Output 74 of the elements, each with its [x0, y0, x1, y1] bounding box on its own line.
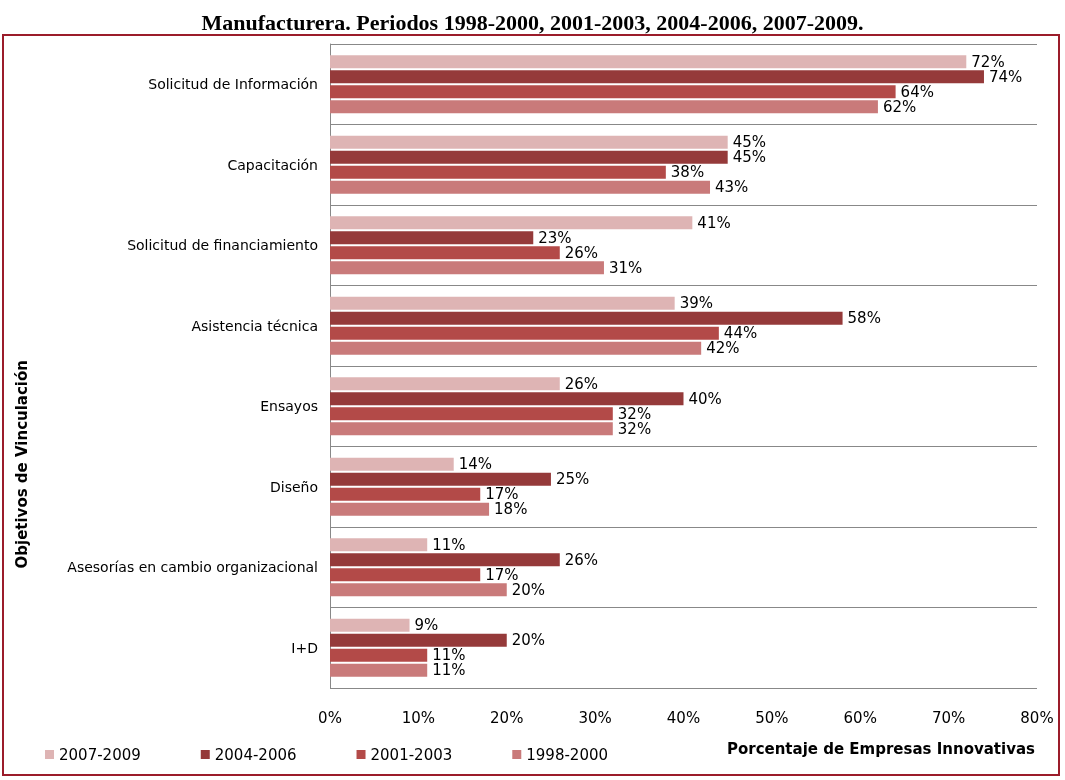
- bar: [330, 538, 428, 552]
- bar: [330, 100, 878, 114]
- x-tick-label: 50%: [755, 708, 789, 727]
- data-label: 14%: [458, 455, 493, 474]
- data-label: 25%: [555, 470, 590, 489]
- data-label: 18%: [494, 500, 528, 519]
- x-tick-label: 30%: [578, 708, 612, 727]
- bar: [330, 663, 428, 677]
- bar: [330, 633, 507, 647]
- x-tick-label: 60%: [843, 708, 877, 727]
- data-label: 45%: [732, 148, 767, 167]
- data-label: 42%: [706, 339, 740, 358]
- bar: [330, 246, 560, 260]
- legend-label: 2001-2003: [370, 745, 453, 764]
- bar: [330, 150, 728, 164]
- bar: [330, 216, 693, 230]
- bar: [330, 180, 711, 194]
- bar: [330, 377, 560, 391]
- bar: [330, 407, 613, 421]
- bar: [330, 296, 675, 310]
- y-tick-label: Asistencia técnica: [191, 317, 318, 334]
- bar: [330, 553, 560, 567]
- data-label: 11%: [432, 661, 466, 680]
- bar: [330, 326, 719, 340]
- y-axis-title: Objetivos de Vinculación: [12, 360, 31, 569]
- bar: [330, 583, 507, 597]
- bar: [330, 472, 551, 486]
- x-tick-label: 70%: [931, 708, 966, 727]
- x-tick-label: 40%: [666, 708, 701, 727]
- y-tick-label: Solicitud de financiamiento: [127, 237, 318, 254]
- legend-label: 1998-2000: [526, 745, 609, 764]
- y-tick-label: Asesorías en cambio organizacional: [67, 559, 318, 576]
- bar: [330, 422, 613, 436]
- data-label: 43%: [715, 178, 749, 197]
- bar: [330, 457, 454, 471]
- y-tick-label: Capacitación: [227, 156, 318, 173]
- data-label: 38%: [670, 163, 705, 182]
- x-tick-label: 10%: [401, 708, 436, 727]
- bar: [330, 135, 728, 149]
- x-axis-title: Porcentaje de Empresas Innovativas: [726, 739, 1036, 758]
- bar: [330, 261, 604, 275]
- data-label: 9%: [414, 616, 439, 635]
- bar: [330, 618, 410, 632]
- x-tick-label: 0%: [318, 708, 342, 727]
- data-label: 20%: [511, 631, 546, 650]
- data-label: 26%: [564, 550, 599, 569]
- bar: [330, 502, 490, 516]
- legend-label: 2004-2006: [214, 745, 297, 764]
- bar: [330, 568, 481, 582]
- data-label: 31%: [608, 258, 643, 277]
- data-label: 40%: [688, 389, 722, 408]
- chart-title: Manufacturera. Periodos 1998-2000, 2001-2003, 2004-2006, 2007-2009.: [201, 9, 864, 35]
- bar: [330, 392, 684, 406]
- bar: [330, 70, 984, 84]
- bar: [330, 311, 843, 325]
- bar: [330, 55, 967, 69]
- y-tick-label: Ensayos: [260, 398, 318, 415]
- y-tick-label: Solicitud de Información: [148, 76, 318, 93]
- bar: [330, 487, 481, 501]
- legend-label: 2007-2009: [59, 745, 141, 764]
- bar: [330, 165, 666, 179]
- y-tick-label: I+D: [291, 639, 318, 656]
- data-label: 11%: [432, 535, 466, 554]
- data-label: 39%: [679, 294, 714, 313]
- bar: [330, 341, 702, 355]
- bar: [330, 85, 896, 99]
- data-label: 41%: [697, 213, 731, 232]
- x-tick-label: 80%: [1020, 708, 1054, 727]
- data-label: 58%: [847, 309, 881, 328]
- x-tick-label: 20%: [490, 708, 524, 727]
- data-label: 26%: [564, 374, 599, 393]
- bar: [330, 648, 428, 662]
- y-tick-label: Diseño: [269, 478, 318, 495]
- bar: [330, 231, 534, 245]
